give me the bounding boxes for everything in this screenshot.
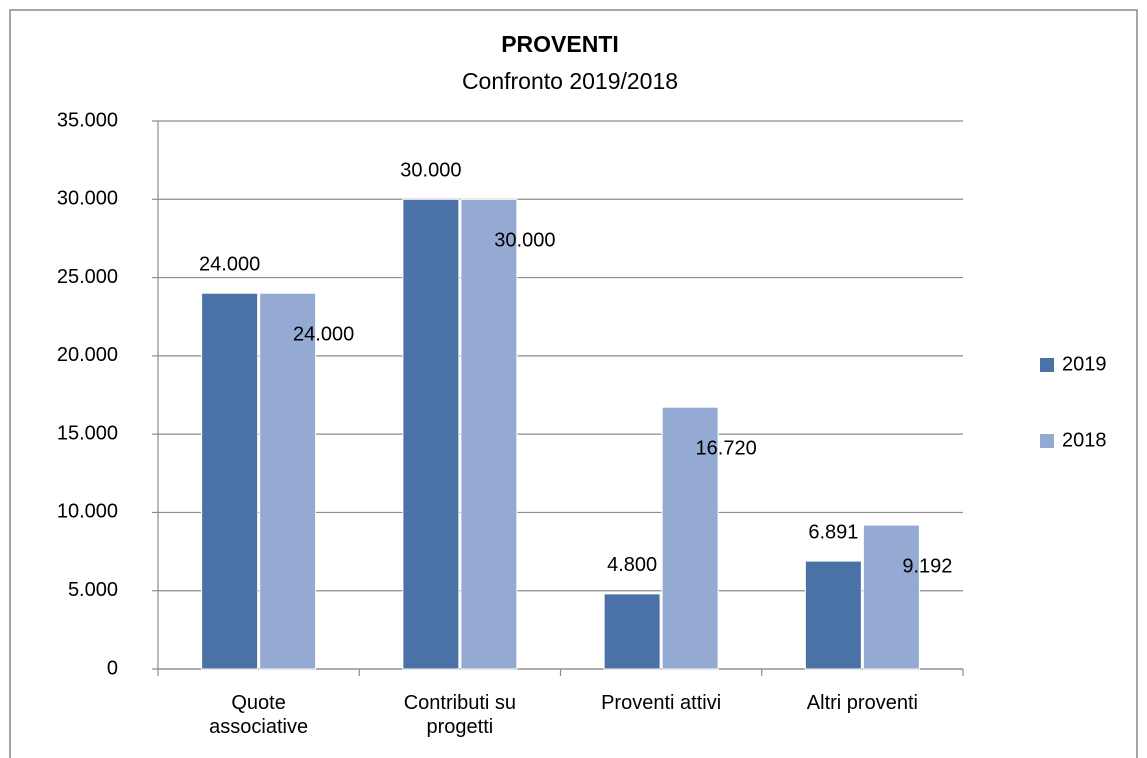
data-label: 16.720 xyxy=(696,437,757,459)
bar xyxy=(201,292,259,670)
y-tick-label: 30.000 xyxy=(57,188,118,210)
y-tick-label: 20.000 xyxy=(57,344,118,366)
chart-frame xyxy=(9,9,1138,758)
data-label: 9.192 xyxy=(902,555,952,577)
bar xyxy=(862,524,920,670)
x-tick-label-box: Altri proventi xyxy=(806,692,918,714)
data-label: 24.000 xyxy=(293,324,354,346)
y-tick-label: 0 xyxy=(107,657,118,679)
y-tick-label: 35.000 xyxy=(57,109,118,131)
chart-subtitle: Confronto 2019/2018 xyxy=(462,68,678,94)
data-label: 30.000 xyxy=(494,230,555,252)
y-tick-label: 15.000 xyxy=(57,422,118,444)
bar xyxy=(259,292,317,670)
y-tick-label: 5.000 xyxy=(68,579,118,601)
legend-swatch xyxy=(1040,358,1054,372)
x-tick-label-box: Proventi attivi xyxy=(601,692,722,714)
bar xyxy=(402,198,460,670)
x-tick-label: Contributi su progetti xyxy=(403,692,517,738)
data-label: 6.891 xyxy=(808,521,858,543)
data-label: 24.000 xyxy=(199,254,260,276)
x-tick-label: Quote associative xyxy=(209,692,309,738)
bar xyxy=(603,593,661,670)
legend-label: 2019 xyxy=(1062,353,1107,375)
y-tick-label: 10.000 xyxy=(57,501,118,523)
x-tick-label-box: Contributi su progetti xyxy=(403,692,517,738)
bar xyxy=(804,560,862,670)
chart-title: PROVENTI xyxy=(501,31,619,57)
x-tick-label: Proventi attivi xyxy=(601,692,722,714)
x-tick-label: Altri proventi xyxy=(806,692,918,714)
data-label: 4.800 xyxy=(607,554,657,576)
legend-swatch xyxy=(1040,434,1054,448)
x-tick-label-box: Quote associative xyxy=(209,692,309,738)
bar xyxy=(661,406,719,670)
legend-label: 2018 xyxy=(1062,429,1107,451)
data-label: 30.000 xyxy=(400,160,461,182)
bar xyxy=(460,198,518,670)
y-tick-label: 25.000 xyxy=(57,266,118,288)
